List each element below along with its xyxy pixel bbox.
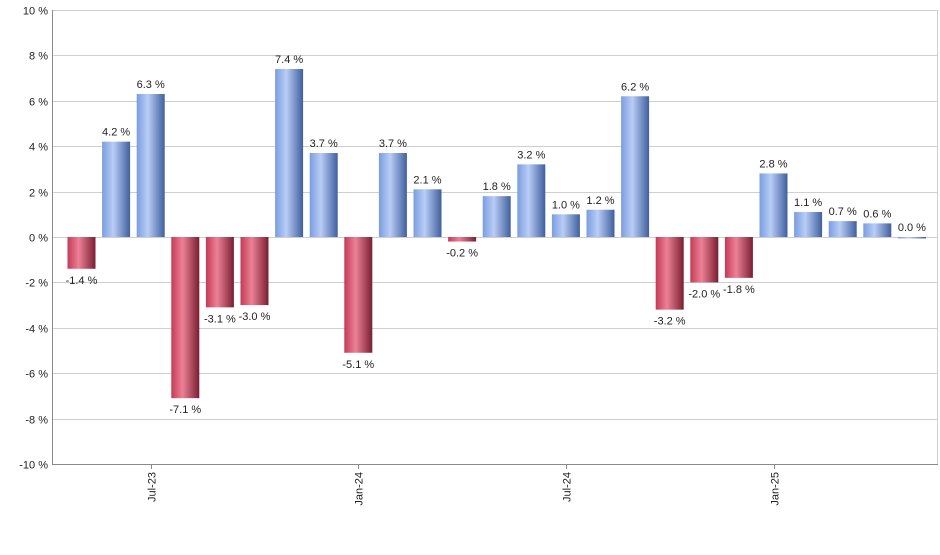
bar-value-label: -1.4 %: [66, 275, 98, 287]
grid-lines: [52, 10, 938, 465]
bar: [759, 173, 788, 237]
bar: [655, 237, 684, 310]
bar: [171, 237, 200, 399]
bar: [794, 212, 823, 237]
bar-value-label: -3.2 %: [654, 316, 686, 328]
bar: [378, 153, 407, 237]
bar: [724, 237, 753, 278]
bar-value-label: 1.2 %: [586, 195, 614, 207]
x-axis-tick-labels: Jul-23 Jan-24 Jul-24 Jan-25: [147, 472, 782, 506]
bar-value-label: 1.0 %: [552, 199, 580, 211]
y-tick-label: 6 %: [29, 97, 48, 109]
bar: [309, 153, 338, 237]
bar: [482, 196, 511, 237]
y-tick-label: -10 %: [19, 460, 48, 472]
bar: [205, 237, 234, 308]
x-tick-label: Jan-24: [354, 472, 366, 506]
x-tick-label: Jul-23: [147, 472, 159, 502]
bar-value-label: 1.8 %: [483, 181, 511, 193]
bar-value-label: -3.0 %: [239, 311, 271, 323]
bars: [67, 69, 926, 399]
x-tick-label: Jan-25: [770, 472, 782, 506]
bar-value-label: 2.8 %: [759, 158, 787, 170]
bar-value-label: 6.2 %: [621, 81, 649, 93]
bar: [828, 221, 857, 237]
bar: [275, 69, 304, 238]
y-tick-label: 0 %: [29, 233, 48, 245]
bar-value-label: -0.2 %: [446, 248, 478, 260]
y-tick-label: -2 %: [25, 278, 48, 290]
bar-value-label: 0.0 %: [898, 222, 926, 234]
bar-value-label: -3.1 %: [204, 313, 236, 325]
y-tick-label: 10 %: [23, 6, 48, 18]
bar-value-label: 0.7 %: [829, 206, 857, 218]
bar: [240, 237, 269, 306]
bar: [102, 141, 131, 237]
bar-value-labels: -1.4 % 4.2 % 6.3 % -7.1 % -3.1 % -3.0 % 7.4 % 3…: [66, 54, 927, 416]
bar: [136, 93, 165, 238]
bar-value-label: 3.2 %: [517, 149, 545, 161]
bar: [897, 237, 926, 239]
bar-value-label: -2.0 %: [688, 288, 720, 300]
axes: [52, 10, 938, 469]
y-axis-tick-labels: -10 % -8 % -6 % -4 % -2 % 0 % 2 % 4 % 6 % 8 % 10 %: [19, 6, 48, 472]
bar-value-label: -5.1 %: [342, 359, 374, 371]
bar: [448, 237, 477, 242]
bar: [67, 237, 96, 269]
bar-value-label: 3.7 %: [310, 138, 338, 150]
y-tick-label: -8 %: [25, 415, 48, 427]
bar-value-label: -1.8 %: [723, 284, 755, 296]
bar: [413, 189, 442, 237]
bar-value-label: 7.4 %: [275, 54, 303, 66]
bar: [621, 96, 650, 237]
bar: [517, 164, 546, 237]
bar-value-label: 0.6 %: [863, 208, 891, 220]
bar-value-label: 6.3 %: [137, 79, 165, 91]
bar-value-label: -7.1 %: [169, 404, 201, 416]
bar: [863, 223, 892, 237]
bar-value-label: 2.1 %: [413, 174, 441, 186]
y-tick-label: -4 %: [25, 324, 48, 336]
bar: [586, 209, 615, 237]
bar: [551, 214, 580, 237]
bar-value-label: 3.7 %: [379, 138, 407, 150]
y-tick-label: 2 %: [29, 188, 48, 200]
bar: [690, 237, 719, 283]
bar: [344, 237, 373, 353]
y-tick-label: 8 %: [29, 51, 48, 63]
bar-value-label: 1.1 %: [794, 197, 822, 209]
y-tick-label: -6 %: [25, 369, 48, 381]
bar-value-label: 4.2 %: [102, 127, 130, 139]
y-tick-label: 4 %: [29, 142, 48, 154]
x-tick-label: Jul-24: [562, 472, 574, 502]
